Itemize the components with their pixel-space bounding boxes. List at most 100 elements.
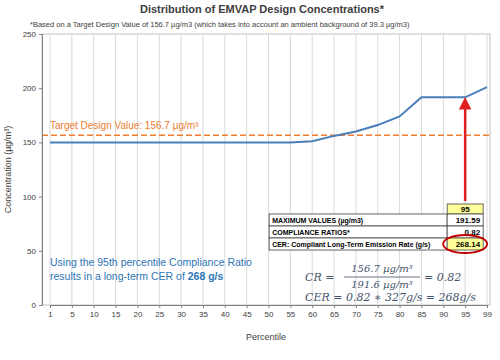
- x-tick: 10: [90, 305, 99, 319]
- x-tick: 25: [155, 305, 164, 319]
- x-tick-label: 50: [265, 310, 274, 319]
- grid-line: [312, 34, 313, 305]
- grid-line: [421, 34, 422, 305]
- target-line: [42, 134, 490, 136]
- y-axis: 0 50 100 150 200 250: [23, 30, 43, 310]
- formula-text: CR =: [305, 271, 334, 284]
- y-tick-label: 100: [23, 193, 37, 202]
- table-row-label: MAXIMUM VALUES (µg/m3): [272, 217, 363, 225]
- x-tick-label: 20: [133, 310, 142, 319]
- note-text: results in a long-term CER of: [50, 270, 188, 282]
- x-tick: 1: [48, 305, 53, 319]
- x-tick-mark: [269, 305, 270, 308]
- grid-line: [334, 34, 335, 305]
- x-tick: 45: [243, 305, 252, 319]
- y-tick-label: 250: [23, 30, 37, 39]
- y-tick-mark: [39, 34, 42, 35]
- x-tick-mark: [378, 305, 379, 308]
- subtitle: *Based on a Target Design Value of 156.7…: [30, 20, 410, 29]
- x-tick: 65: [330, 305, 339, 319]
- x-tick: 35: [199, 305, 208, 319]
- plot-frame: [42, 34, 490, 305]
- x-tick: 95: [461, 305, 470, 319]
- x-tick-label: 30: [177, 310, 186, 319]
- data-line: [50, 87, 487, 142]
- x-tick-label: 45: [243, 310, 252, 319]
- x-axis: 1510152025303540455055606570758085909599: [48, 305, 492, 319]
- x-tick-mark: [356, 305, 357, 308]
- x-tick-mark: [159, 305, 160, 308]
- x-tick-mark: [50, 305, 51, 308]
- x-tick-label: 70: [352, 310, 361, 319]
- note-emphasis: 268 g/s: [188, 270, 224, 282]
- x-tick-label: 65: [330, 310, 339, 319]
- y-tick-label: 200: [23, 84, 37, 93]
- x-tick-mark: [72, 305, 73, 308]
- x-tick: 90: [439, 305, 448, 319]
- table-cell: [269, 214, 447, 226]
- table-row-label: COMPLIANCE RATIOS*: [272, 229, 350, 236]
- formula-text: = 0.82: [424, 271, 461, 284]
- grid-line: [268, 34, 269, 305]
- formula-denominator: 191.6 µg/m³: [351, 279, 413, 290]
- x-tick-mark: [421, 305, 422, 308]
- x-tick-mark: [312, 305, 313, 308]
- x-tick-label: 15: [112, 310, 121, 319]
- y-tick-mark: [39, 88, 42, 89]
- x-tick-label: 80: [396, 310, 405, 319]
- grid: [50, 34, 487, 305]
- x-tick-mark: [334, 305, 335, 308]
- y-tick-mark: [39, 305, 42, 306]
- plot-area: [42, 87, 490, 142]
- title: Distribution of EMVAP Design Concentrati…: [140, 3, 385, 15]
- x-tick-label: 75: [374, 310, 383, 319]
- x-tick-mark: [443, 305, 444, 308]
- table-header: 95: [461, 205, 470, 214]
- x-axis-line: [51, 306, 488, 309]
- y-tick-mark: [39, 197, 42, 198]
- x-tick-mark: [203, 305, 204, 308]
- y-tick-mark: [39, 251, 42, 252]
- x-tick-mark: [290, 305, 291, 308]
- fraction-bar: [344, 277, 420, 278]
- table-cell: [269, 226, 447, 238]
- x-tick-label: 40: [221, 310, 230, 319]
- x-tick-label: 90: [439, 310, 448, 319]
- y-axis-line: [39, 35, 43, 306]
- x-tick-label: 25: [155, 310, 164, 319]
- x-tick: 75: [374, 305, 383, 319]
- y-tick-mark: [39, 142, 42, 143]
- table-header-cell: [447, 204, 483, 214]
- formula-text: CER = 0.82 ∗ 327g/s = 268g/s: [305, 291, 476, 304]
- y-tick: 50: [27, 247, 42, 256]
- y-tick: 250: [23, 30, 42, 39]
- y-tick-label: 150: [23, 138, 37, 147]
- y-tick: 150: [23, 138, 42, 147]
- y-tick: 0: [32, 301, 42, 310]
- grid-line: [487, 34, 488, 305]
- x-tick-label: 85: [417, 310, 426, 319]
- formula-numerator: 156.7 µg/m³: [351, 263, 413, 274]
- x-tick-mark: [225, 305, 226, 308]
- x-tick: 50: [265, 305, 274, 319]
- x-tick-mark: [247, 305, 248, 308]
- grid-line: [290, 34, 291, 305]
- y-tick: 100: [23, 193, 42, 202]
- x-tick-label: 5: [70, 310, 75, 319]
- highlight-circle: [443, 235, 487, 253]
- x-tick-label: 35: [199, 310, 208, 319]
- table-cell: [447, 214, 483, 226]
- y-tick-label: 50: [27, 247, 36, 256]
- x-axis-title: Percentile: [246, 332, 286, 342]
- x-tick: 55: [286, 305, 295, 319]
- x-tick-mark: [181, 305, 182, 308]
- x-tick-mark: [137, 305, 138, 308]
- y-tick: 200: [23, 84, 42, 93]
- x-tick: 85: [417, 305, 426, 319]
- x-tick: 15: [112, 305, 121, 319]
- table: 95MAXIMUM VALUES (µg/m3)191.59COMPLIANCE…: [269, 204, 487, 253]
- x-tick-label: 60: [308, 310, 317, 319]
- x-tick: 80: [396, 305, 405, 319]
- note-line: results in a long-term CER of 268 g/s: [50, 270, 223, 282]
- x-tick-label: 99: [483, 310, 492, 319]
